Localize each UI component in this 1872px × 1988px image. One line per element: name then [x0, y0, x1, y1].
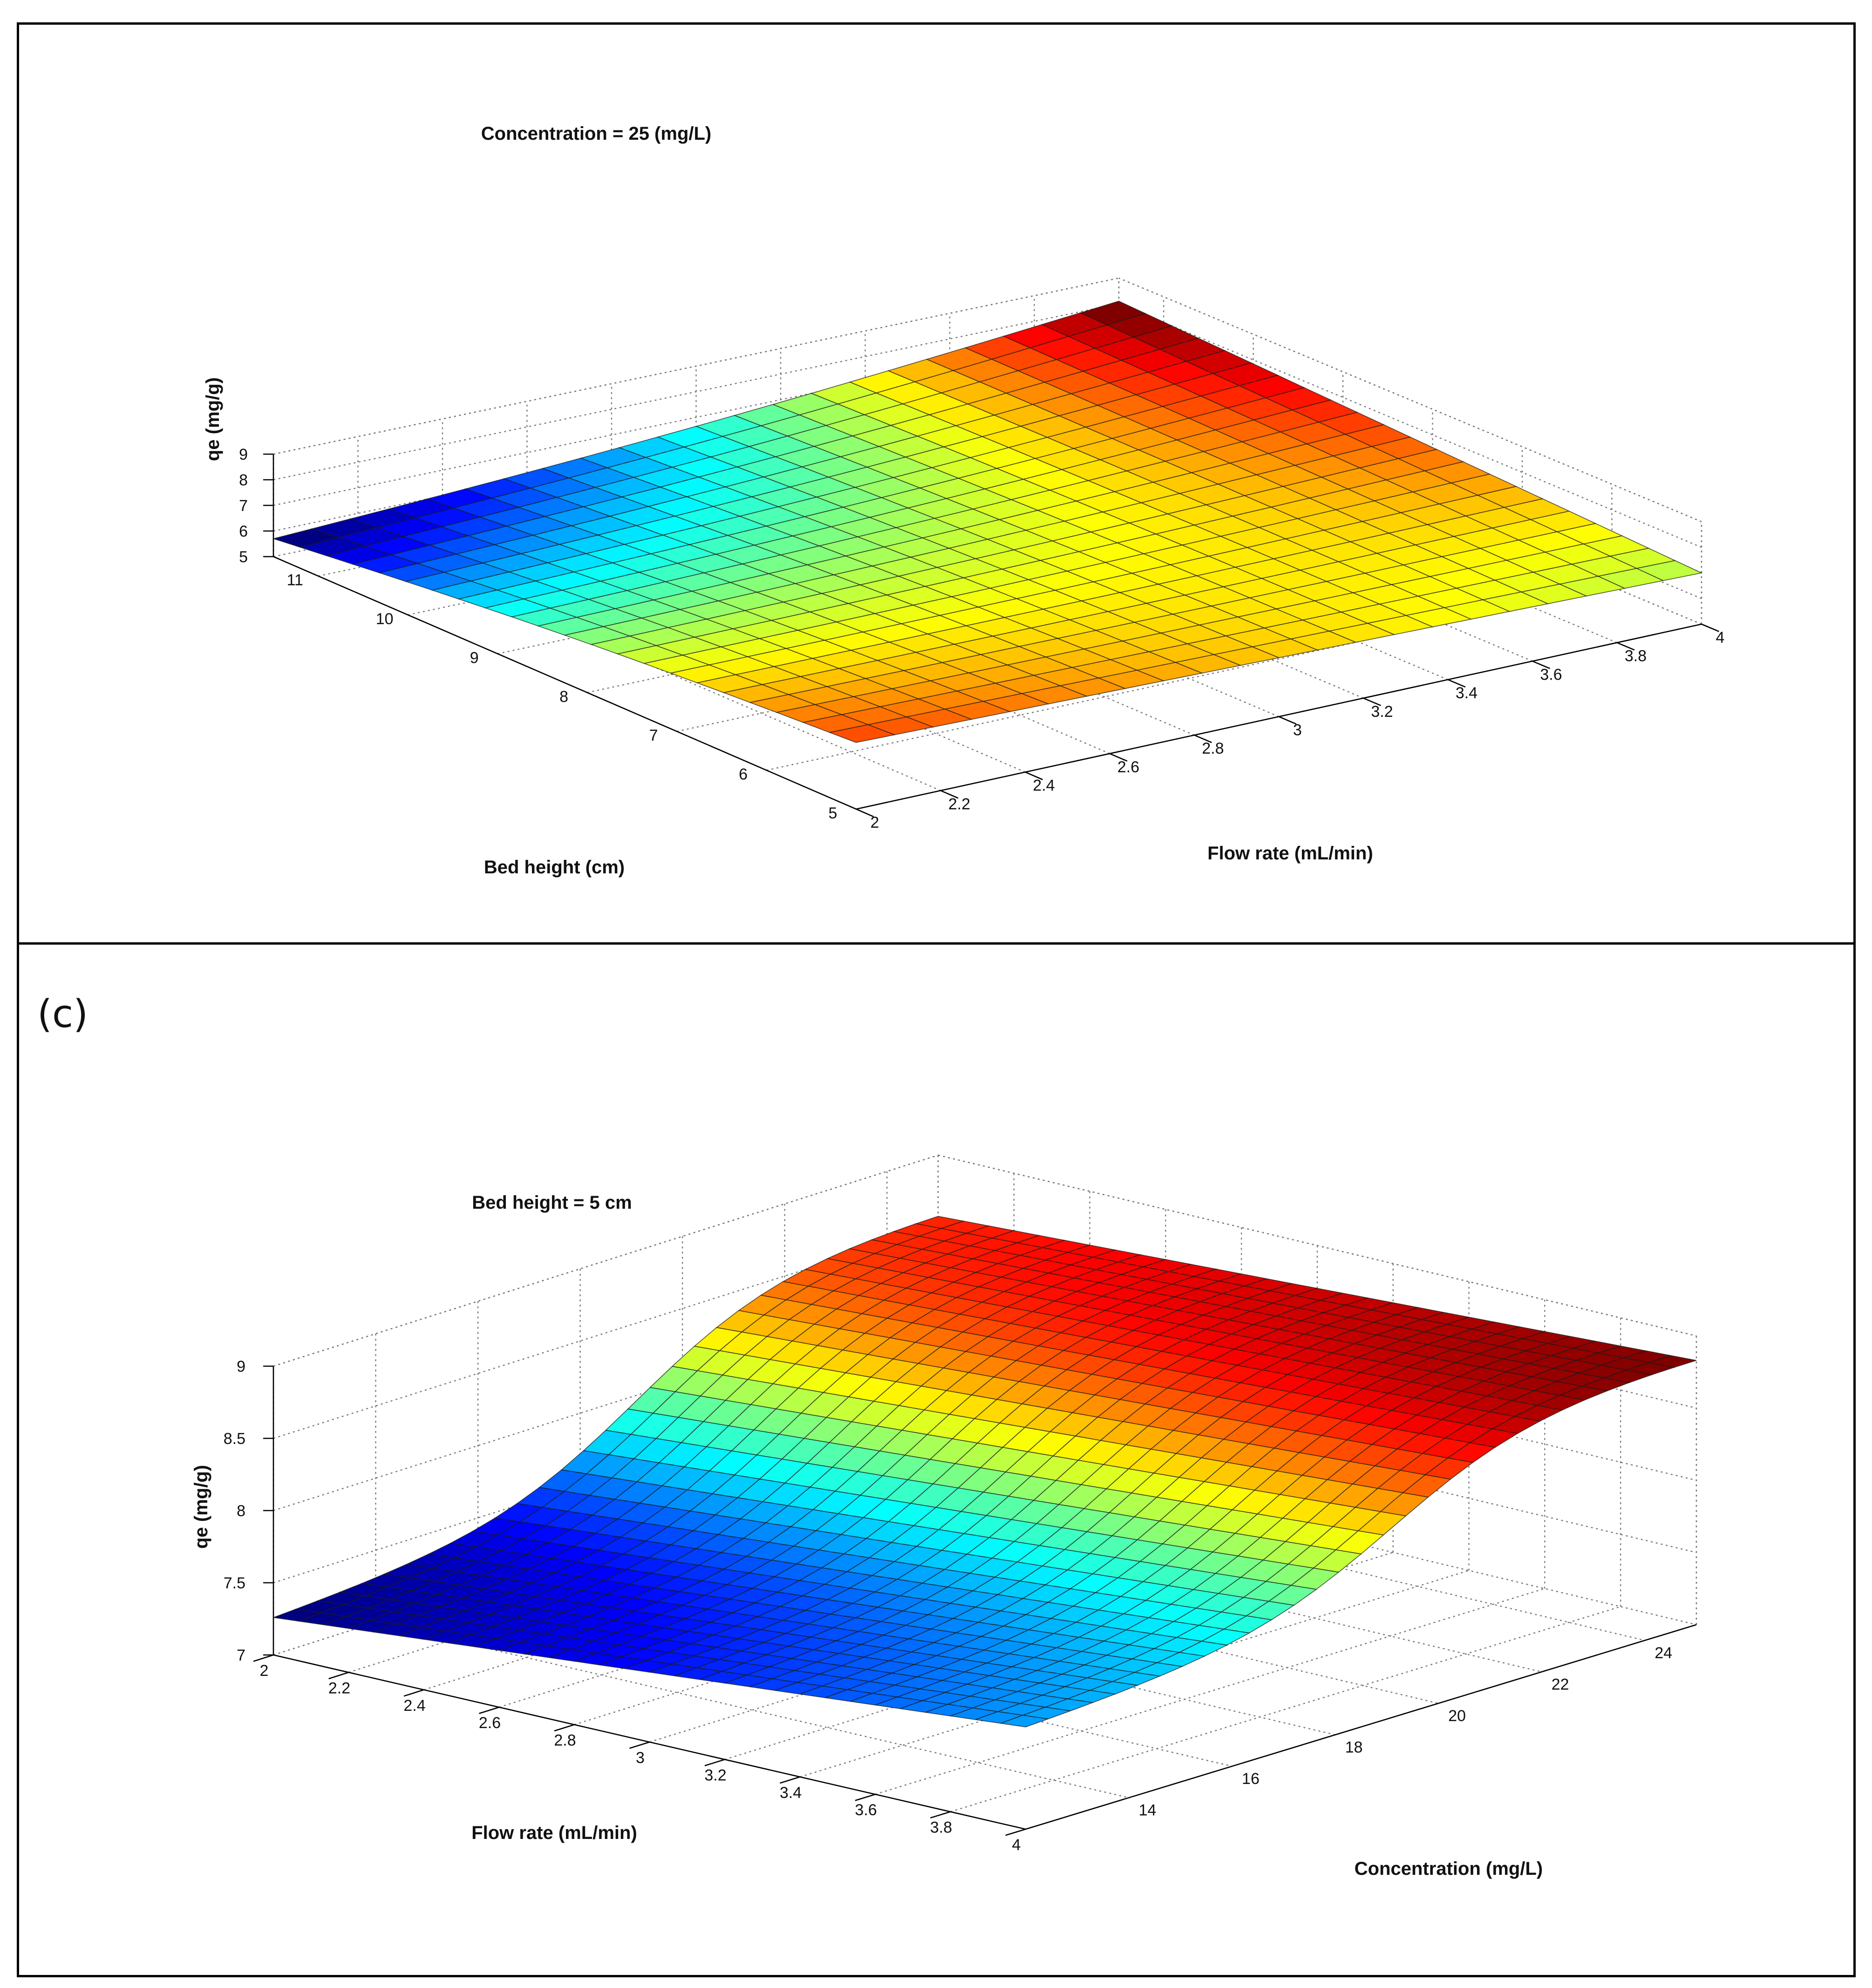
- surface-patch: [1000, 1715, 1048, 1728]
- x-tick-mark: [403, 1689, 424, 1697]
- y-axis-line: [1025, 1624, 1697, 1830]
- panel-label: (c): [37, 992, 88, 1036]
- x-tick-label: 3.8: [1625, 647, 1647, 665]
- y-tick-label: 14: [1139, 1801, 1157, 1819]
- x-tick-label: 4: [1012, 1836, 1021, 1854]
- grid-line: [273, 1226, 939, 1439]
- x-tick-label: 3.4: [780, 1784, 802, 1802]
- x-tick-mark: [930, 1811, 951, 1819]
- x-tick-label: 2.2: [328, 1679, 350, 1697]
- grid-line: [273, 1299, 939, 1511]
- surface: [272, 300, 1703, 743]
- x-tick-label: 2: [871, 814, 879, 831]
- x-tick-label: 3.6: [1540, 666, 1562, 683]
- y-tick-label: 7: [649, 727, 658, 744]
- y-tick-label: 8: [559, 688, 568, 706]
- grid-line: [273, 328, 1119, 506]
- y-axis-label: Concentration (mg/L): [1355, 1859, 1543, 1879]
- x-tick-mark: [940, 790, 959, 799]
- x-tick-mark: [1005, 1828, 1026, 1836]
- x-tick-mark: [629, 1741, 650, 1749]
- x-tick-label: 3.4: [1456, 684, 1477, 702]
- y-tick-label: 10: [376, 610, 394, 628]
- z-tick-label: 9: [239, 446, 248, 463]
- x-axis-label: Flow rate (mL/min): [1207, 843, 1373, 864]
- x-tick-mark: [253, 1654, 274, 1662]
- x-tick-label: 2.6: [1117, 758, 1139, 776]
- x-tick-mark: [1278, 716, 1297, 725]
- grid-line: [875, 1588, 1545, 1795]
- z-tick-label: 7: [239, 497, 248, 515]
- grid-line: [938, 1154, 1697, 1337]
- z-tick-label: 7.5: [224, 1574, 245, 1592]
- x-axis-label: Flow rate (mL/min): [471, 1823, 637, 1843]
- x-tick-mark: [1616, 642, 1635, 651]
- x-tick-label: 2.2: [948, 795, 970, 813]
- y-tick-label: 24: [1654, 1644, 1672, 1662]
- z-tick-label: 7: [237, 1647, 245, 1664]
- y-tick-label: 6: [739, 766, 748, 783]
- x-tick-label: 2: [260, 1662, 269, 1680]
- x-tick-label: 3.2: [704, 1766, 726, 1784]
- z-tick-label: 5: [239, 548, 248, 566]
- tick-labels: 2 2.2 2.4 2.6 2.8 3 3.2 3.4 3.6 3.8 4 5 6 7 8 9 10 11 5 6 7 8…: [239, 446, 1724, 831]
- x-tick-mark: [1532, 660, 1551, 669]
- x-tick-mark: [856, 808, 874, 817]
- x-tick-mark: [328, 1672, 349, 1680]
- x-tick-mark: [479, 1706, 499, 1714]
- z-tick-label: 8: [237, 1502, 245, 1520]
- x-tick-mark: [704, 1759, 725, 1766]
- z-tick-label: 9: [237, 1358, 245, 1375]
- x-tick-label: 2.4: [1033, 777, 1055, 795]
- x-tick-label: 3: [1293, 722, 1302, 739]
- z-axis-label: qe (mg/g): [203, 377, 223, 461]
- x-tick-mark: [554, 1724, 575, 1732]
- x-tick-label: 3.6: [855, 1801, 877, 1819]
- x-tick-mark: [855, 1793, 876, 1801]
- y-axis-line: [273, 556, 857, 810]
- z-tick-label: 6: [239, 523, 248, 540]
- grid-line: [375, 1622, 1129, 1798]
- x-tick-label: 2.8: [554, 1732, 576, 1750]
- z-tick-label: 8: [239, 471, 248, 489]
- chart-title: Concentration = 25 (mg/L): [481, 123, 712, 144]
- y-tick-label: 11: [287, 572, 303, 589]
- chart-2: 2 2.2 2.4 2.6 2.8 3 3.2 3.4 3.6 3.8 4 14 16 18 20 22 24 7…: [191, 1154, 1697, 1879]
- x-tick-mark: [1701, 623, 1720, 632]
- x-tick-mark: [1025, 771, 1043, 780]
- x-tick-label: 3: [636, 1749, 645, 1767]
- x-tick-label: 3.8: [930, 1819, 952, 1837]
- x-tick-mark: [1109, 753, 1128, 762]
- grid-line: [273, 277, 1119, 455]
- y-tick-label: 20: [1448, 1707, 1466, 1725]
- y-tick-label: 9: [470, 649, 479, 667]
- x-tick-mark: [1447, 679, 1466, 688]
- x-tick-label: 3.2: [1371, 703, 1393, 721]
- grid-line: [273, 1154, 939, 1367]
- surface: [273, 1216, 1697, 1728]
- chart-1: 2 2.2 2.4 2.6 2.8 3 3.2 3.4 3.6 3.8 4 5 6 7 8 9 10 11 5 6 7 8…: [203, 123, 1724, 878]
- z-axis-label: qe (mg/g): [191, 1465, 211, 1549]
- tick-labels: 2 2.2 2.4 2.6 2.8 3 3.2 3.4 3.6 3.8 4 14 16 18 20 22 24 7…: [224, 1358, 1672, 1854]
- y-tick-label: 16: [1242, 1770, 1259, 1788]
- z-tick-label: 8.5: [224, 1430, 245, 1448]
- y-tick-label: 18: [1345, 1738, 1363, 1756]
- grid-line: [766, 586, 1612, 771]
- y-axis-label: Bed height (cm): [484, 857, 625, 878]
- y-tick-label: 5: [829, 804, 837, 822]
- x-tick-label: 2.6: [479, 1714, 501, 1732]
- x-tick-mark: [780, 1776, 800, 1784]
- x-tick-mark: [1363, 697, 1382, 706]
- surface-patch: [828, 724, 896, 743]
- grid-line: [273, 303, 1119, 481]
- x-tick-label: 2.4: [403, 1697, 425, 1715]
- x-tick-mark: [1194, 735, 1212, 743]
- chart-title: Bed height = 5 cm: [472, 1192, 632, 1213]
- y-tick-label: 22: [1552, 1675, 1569, 1693]
- x-tick-label: 2.8: [1202, 740, 1224, 757]
- x-tick-label: 4: [1716, 629, 1725, 647]
